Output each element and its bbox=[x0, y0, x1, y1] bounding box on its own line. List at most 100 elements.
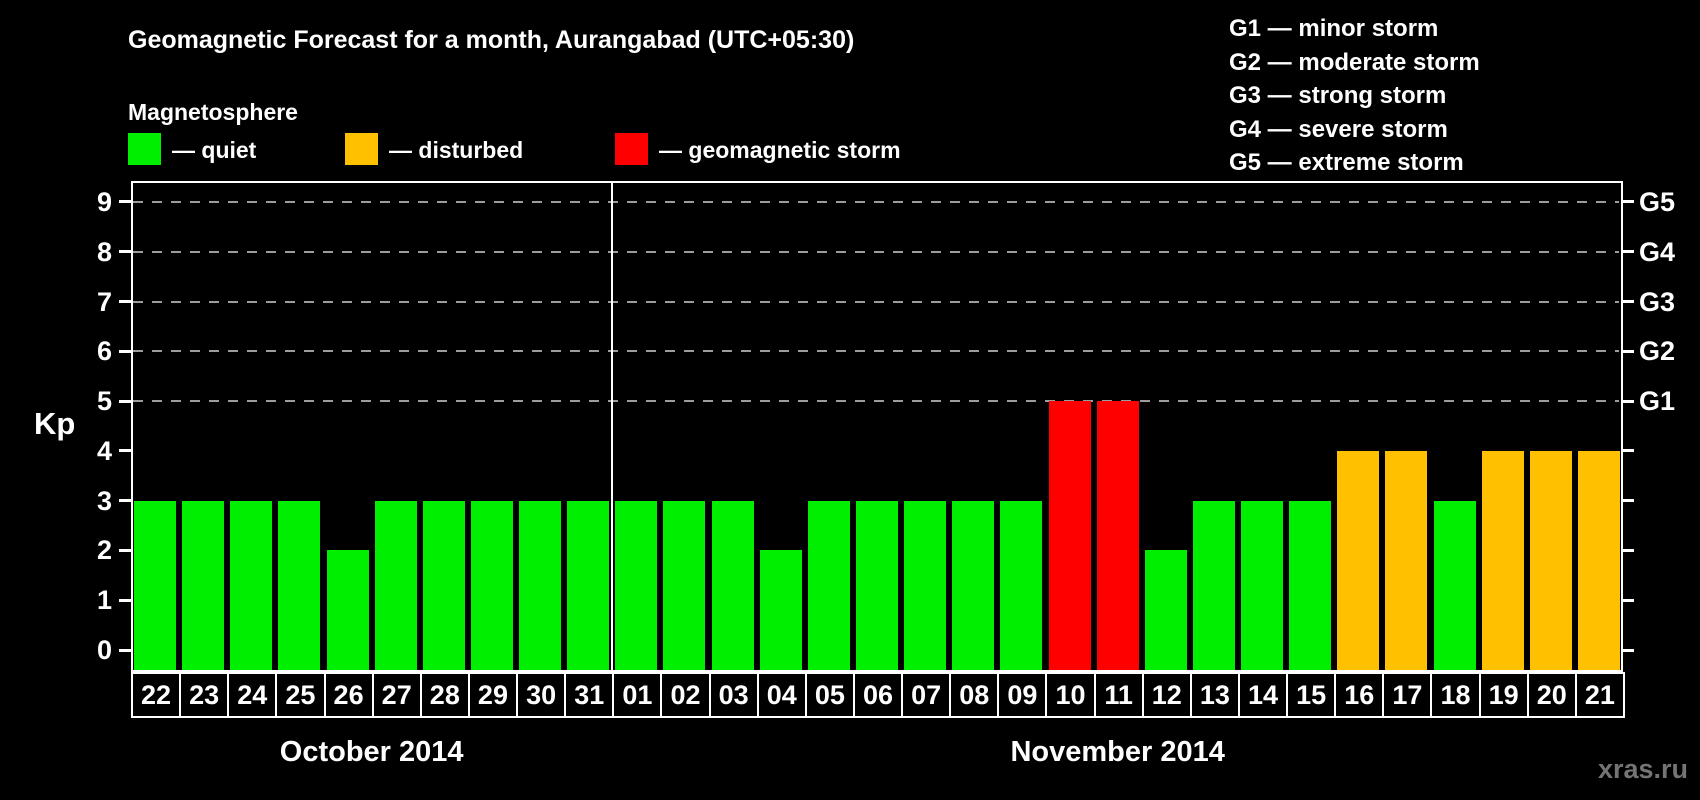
y-axis-tick-label: 1 bbox=[96, 585, 112, 616]
y-axis-tick-left bbox=[119, 250, 131, 254]
day-label-cell: 31 bbox=[564, 672, 615, 718]
kp-bar bbox=[807, 500, 850, 670]
plot-border bbox=[131, 181, 1623, 672]
g-scale-axis-label: G3 bbox=[1639, 286, 1676, 317]
day-label-cell: 29 bbox=[467, 672, 519, 718]
y-axis-tick-right bbox=[1622, 300, 1634, 304]
kp-bar bbox=[134, 500, 177, 670]
day-label-cell: 02 bbox=[660, 672, 711, 718]
kp-bar bbox=[230, 500, 273, 670]
kp-bar bbox=[1289, 500, 1332, 670]
day-label-cell: 15 bbox=[1286, 672, 1337, 718]
y-axis-tick-left bbox=[119, 648, 131, 652]
grid-line bbox=[133, 400, 1619, 403]
g-scale-axis-label: G4 bbox=[1639, 236, 1676, 267]
kp-bar bbox=[1481, 450, 1524, 670]
kp-bar bbox=[1048, 401, 1091, 670]
kp-bar bbox=[1096, 401, 1139, 670]
grid-line bbox=[133, 200, 1619, 203]
y-axis-tick-label: 9 bbox=[96, 186, 112, 217]
y-axis-tick-right bbox=[1622, 548, 1634, 552]
month-separator-line bbox=[611, 183, 614, 672]
y-axis-tick-right bbox=[1622, 598, 1634, 602]
legend-title: Magnetosphere bbox=[128, 99, 298, 125]
day-label-cell: 24 bbox=[227, 672, 278, 718]
y-axis-tick-left bbox=[119, 449, 131, 453]
kp-bar bbox=[952, 500, 995, 670]
g-scale-legend: G1 — minor storm G2 — moderate storm G3 … bbox=[1229, 12, 1480, 180]
kp-bar bbox=[278, 500, 321, 670]
kp-bar bbox=[1577, 450, 1620, 670]
day-label-cell: 11 bbox=[1093, 672, 1144, 718]
legend-label-disturbed: — disturbed bbox=[389, 137, 524, 163]
y-axis-tick-left bbox=[119, 598, 131, 602]
kp-bar bbox=[470, 500, 513, 670]
kp-bar bbox=[567, 500, 610, 670]
g-scale-axis-label: G1 bbox=[1639, 386, 1676, 417]
kp-bar bbox=[711, 500, 754, 670]
y-axis-tick-label: 3 bbox=[96, 485, 112, 516]
kp-bar bbox=[1192, 500, 1235, 670]
y-axis-tick-label: 5 bbox=[96, 386, 112, 417]
grid-line bbox=[133, 300, 1619, 303]
y-axis-tick-left bbox=[119, 399, 131, 403]
kp-bar bbox=[615, 500, 658, 670]
kp-bar bbox=[1433, 500, 1476, 670]
y-axis-tick-label: 8 bbox=[96, 236, 112, 267]
day-label-cell: 13 bbox=[1189, 672, 1240, 718]
day-label-cell: 05 bbox=[804, 672, 855, 718]
legend-swatch-disturbed bbox=[345, 133, 378, 165]
g-scale-legend-item: G3 — strong storm bbox=[1229, 82, 1447, 109]
legend-label-storm: — geomagnetic storm bbox=[659, 137, 901, 163]
y-axis-tick-label: 0 bbox=[96, 635, 112, 665]
page-title: Geomagnetic Forecast for a month, Aurang… bbox=[128, 26, 855, 54]
day-label-cell: 16 bbox=[1334, 672, 1385, 718]
day-label-cell: 30 bbox=[516, 672, 567, 718]
y-axis-tick-label: 4 bbox=[96, 435, 112, 466]
kp-bar bbox=[663, 500, 706, 670]
day-label-cell: 17 bbox=[1382, 672, 1433, 718]
kp-bar bbox=[422, 500, 465, 670]
kp-bar bbox=[1144, 550, 1187, 670]
kp-bar bbox=[374, 500, 417, 670]
legend-label-quiet: — quiet bbox=[172, 137, 257, 163]
kp-bar bbox=[1529, 450, 1572, 670]
legend-swatch-quiet bbox=[128, 133, 161, 165]
g-scale-legend-item: G5 — extreme storm bbox=[1229, 149, 1464, 176]
month-label-1: November 2014 bbox=[1010, 736, 1225, 768]
day-label-cell: 28 bbox=[419, 672, 470, 718]
kp-bar bbox=[1000, 500, 1043, 670]
y-axis-tick-left bbox=[119, 200, 131, 204]
day-label-cell: 14 bbox=[1237, 672, 1289, 718]
y-axis-tick-left bbox=[119, 349, 131, 353]
y-axis-tick-left bbox=[119, 300, 131, 304]
y-axis-tick-right bbox=[1622, 399, 1634, 403]
month-label-0: October 2014 bbox=[279, 736, 464, 768]
kp-bar bbox=[326, 550, 369, 670]
day-label-cell: 03 bbox=[708, 672, 759, 718]
kp-bar bbox=[519, 500, 562, 670]
day-label-cell: 09 bbox=[997, 672, 1048, 718]
g-scale-axis-label: G5 bbox=[1639, 186, 1676, 217]
y-axis-title: Kp bbox=[34, 406, 76, 441]
grid-line bbox=[133, 350, 1619, 353]
legend-swatch-storm bbox=[615, 133, 648, 165]
kp-bar bbox=[1337, 450, 1380, 670]
day-label-cell: 18 bbox=[1430, 672, 1481, 718]
day-label-cell: 06 bbox=[852, 672, 904, 718]
watermark: xras.ru bbox=[1597, 754, 1688, 784]
y-axis-tick-right bbox=[1622, 449, 1634, 453]
day-label-cell: 22 bbox=[131, 672, 182, 718]
g-scale-legend-item: G4 — severe storm bbox=[1229, 115, 1448, 143]
day-label-cell: 27 bbox=[371, 672, 422, 718]
g-scale-axis-label: G2 bbox=[1639, 336, 1676, 367]
day-label-cell: 20 bbox=[1526, 672, 1577, 718]
kp-bar bbox=[904, 500, 947, 670]
day-label-cell: 01 bbox=[612, 672, 663, 718]
y-axis-tick-right bbox=[1622, 499, 1634, 503]
kp-bar bbox=[759, 550, 802, 670]
y-axis-tick-right bbox=[1622, 648, 1634, 652]
grid-line bbox=[133, 250, 1619, 253]
day-label-cell: 07 bbox=[901, 672, 952, 718]
day-label-cell: 04 bbox=[756, 672, 807, 718]
